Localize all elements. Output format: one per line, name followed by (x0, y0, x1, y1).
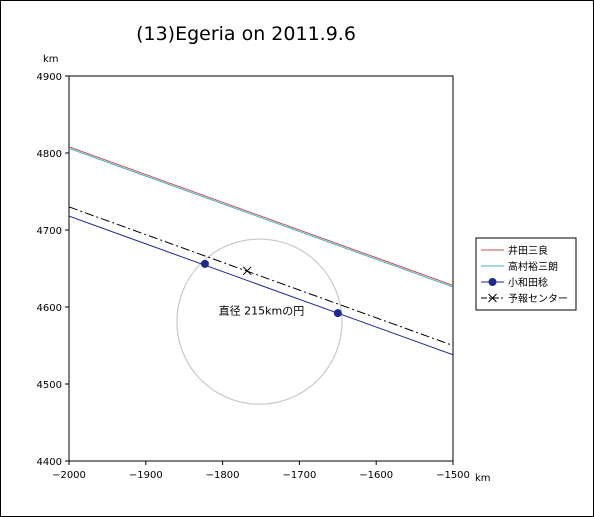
y-tick-label: 4500 (37, 380, 62, 391)
chart-title: (13)Egeria on 2011.9.6 (136, 23, 356, 45)
series-line-0 (69, 146, 453, 286)
plot-area (68, 75, 454, 462)
series-line-3 (69, 206, 453, 346)
x-tick-label: −2000 (52, 470, 86, 481)
x-tick-label: −1900 (129, 470, 163, 481)
x-tick-label: −1500 (436, 470, 470, 481)
circle-annotation: 直径 215kmの円 (219, 304, 305, 318)
series-point-2-1 (333, 309, 342, 318)
legend-label-3: 予報センター (508, 293, 568, 305)
y-tick-label: 4600 (37, 303, 62, 314)
diameter-circle (176, 238, 343, 405)
y-axis-unit: km (43, 54, 59, 65)
series-point-3-0 (242, 266, 252, 276)
y-tick-label: 4400 (37, 457, 62, 468)
y-tick-label: 4800 (37, 149, 62, 160)
series-line-2 (69, 215, 453, 356)
legend-marker-2 (488, 278, 497, 286)
y-tick-label: 4900 (37, 72, 62, 83)
plot-content (69, 146, 453, 405)
x-axis-unit: km (475, 473, 491, 484)
legend-label-2: 小和田稔 (508, 276, 548, 289)
series-line-1 (69, 147, 453, 288)
y-tick-label: 4700 (37, 226, 62, 237)
x-tick-label: −1600 (359, 470, 393, 481)
series-point-2-0 (200, 259, 209, 268)
legend-label-1: 高村裕三朗 (508, 260, 558, 273)
legend-label-0: 井田三良 (508, 244, 548, 257)
x-tick-label: −1800 (206, 470, 240, 481)
legend-marker-3 (488, 293, 497, 303)
x-tick-label: −1700 (282, 470, 316, 481)
